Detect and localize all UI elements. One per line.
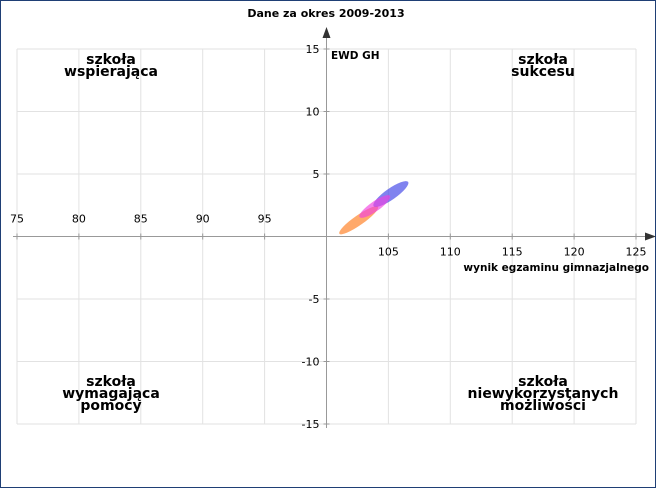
- quadrant-label-bottom-right: szkoła niewykorzystanych możliwości: [468, 374, 619, 414]
- x-axis-arrow: [645, 232, 656, 241]
- y-axis-label: EWD GH: [331, 50, 380, 62]
- y-tick-label: -15: [302, 418, 320, 431]
- x-tick-label: 125: [626, 246, 647, 259]
- y-tick-label: 5: [313, 168, 320, 181]
- y-tick-label: 10: [306, 106, 320, 119]
- y-tick-label: -5: [309, 293, 320, 306]
- x-tick-label: 105: [378, 246, 399, 259]
- y-tick-label: 15: [306, 43, 320, 56]
- quadrant-label-top-right: szkoła sukcesu: [511, 52, 575, 80]
- x-tick-label: 90: [196, 213, 210, 226]
- axes: [13, 27, 656, 428]
- x-tick-label: 95: [258, 213, 272, 226]
- data-ellipse: [359, 195, 391, 218]
- x-tick-label: 110: [440, 246, 461, 259]
- x-tick-label: 80: [72, 213, 86, 226]
- tick-labels: 75 80 85 90 95 105 110 115 120 125 -15 -10 -5 5 10 15: [10, 43, 647, 431]
- x-tick-label: 115: [502, 246, 523, 259]
- quadrant-label-top-left: szkoła wspierająca: [64, 52, 158, 80]
- data-ellipses: [339, 181, 409, 235]
- y-tick-label: -10: [302, 356, 320, 369]
- quadrant-label-bottom-left: szkoła wymagająca pomocy: [62, 374, 160, 414]
- y-axis-arrow: [322, 27, 331, 38]
- x-tick-label: 85: [134, 213, 148, 226]
- x-tick-label: 120: [564, 246, 585, 259]
- x-tick-label: 75: [10, 213, 24, 226]
- chart-title: Dane za okres 2009-2013: [247, 7, 404, 20]
- x-axis-label: wynik egzaminu gimnazjalnego: [463, 262, 649, 274]
- quadrant-labels: szkoła wspierająca szkoła sukcesu szkoła wyma…: [62, 52, 618, 414]
